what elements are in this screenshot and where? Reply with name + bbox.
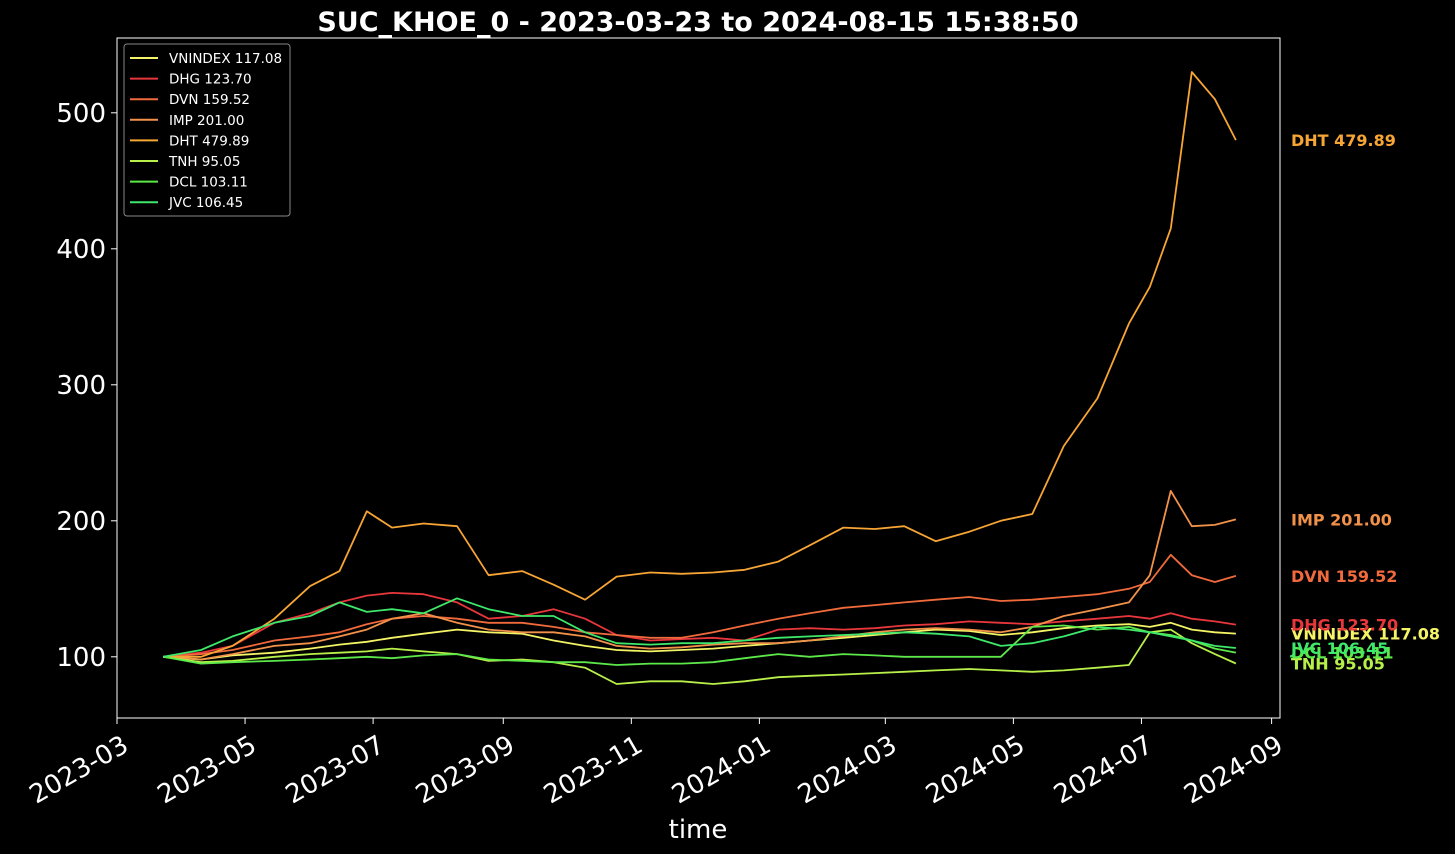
chart-title: SUC_KHOE_0 - 2023-03-23 to 2024-08-15 15… — [317, 7, 1078, 38]
series-lines — [163, 71, 1237, 685]
series-line-dcl — [163, 624, 1237, 666]
y-tick-label: 400 — [56, 235, 106, 265]
end-label-dvn: DVN 159.52 — [1291, 567, 1397, 586]
end-label-jvc: JVC 106.45 — [1290, 639, 1388, 658]
series-line-dhg — [163, 592, 1237, 658]
y-tick-label: 500 — [56, 99, 106, 129]
end-label-imp: IMP 201.00 — [1291, 510, 1392, 529]
y-tick-label: 300 — [56, 371, 106, 401]
plot-area — [116, 37, 1281, 719]
end-label-dht: DHT 479.89 — [1291, 131, 1396, 150]
series-line-dvn — [163, 553, 1237, 658]
legend: VNINDEX 117.08 DHG 123.70 DVN 159.52 IMP 20… — [123, 43, 291, 217]
series-line-vnindex — [163, 621, 1236, 661]
legend-entry: IMP 201.00 — [169, 113, 244, 129]
x-axis-label: time — [669, 815, 728, 845]
end-label-vnindex: VNINDEX 117.08 — [1291, 625, 1440, 644]
y-axis: 100 200 300 400 500 — [56, 99, 117, 673]
legend-box — [123, 43, 291, 217]
end-label-dcl: DCL 103.11 — [1291, 644, 1394, 663]
legend-entry: DHG 123.70 — [169, 72, 252, 88]
legend-entry: DHT 479.89 — [169, 133, 249, 149]
end-label-dhg: DHG 123.70 — [1291, 616, 1398, 635]
legend-entry: TNH 95.05 — [168, 154, 240, 170]
y-tick-label: 200 — [56, 507, 106, 537]
series-line-jvc — [163, 597, 1236, 658]
series-line-dht — [163, 71, 1237, 658]
legend-entry: DCL 103.11 — [169, 175, 248, 191]
legend-entry: JVC 106.45 — [168, 195, 243, 211]
end-label-tnh: TNH 95.05 — [1291, 655, 1385, 674]
series-line-imp — [163, 489, 1237, 661]
y-tick-label: 100 — [56, 643, 106, 673]
legend-entry: DVN 159.52 — [169, 92, 250, 108]
series-line-tnh — [163, 628, 1237, 685]
legend-entry: VNINDEX 117.08 — [169, 51, 282, 67]
